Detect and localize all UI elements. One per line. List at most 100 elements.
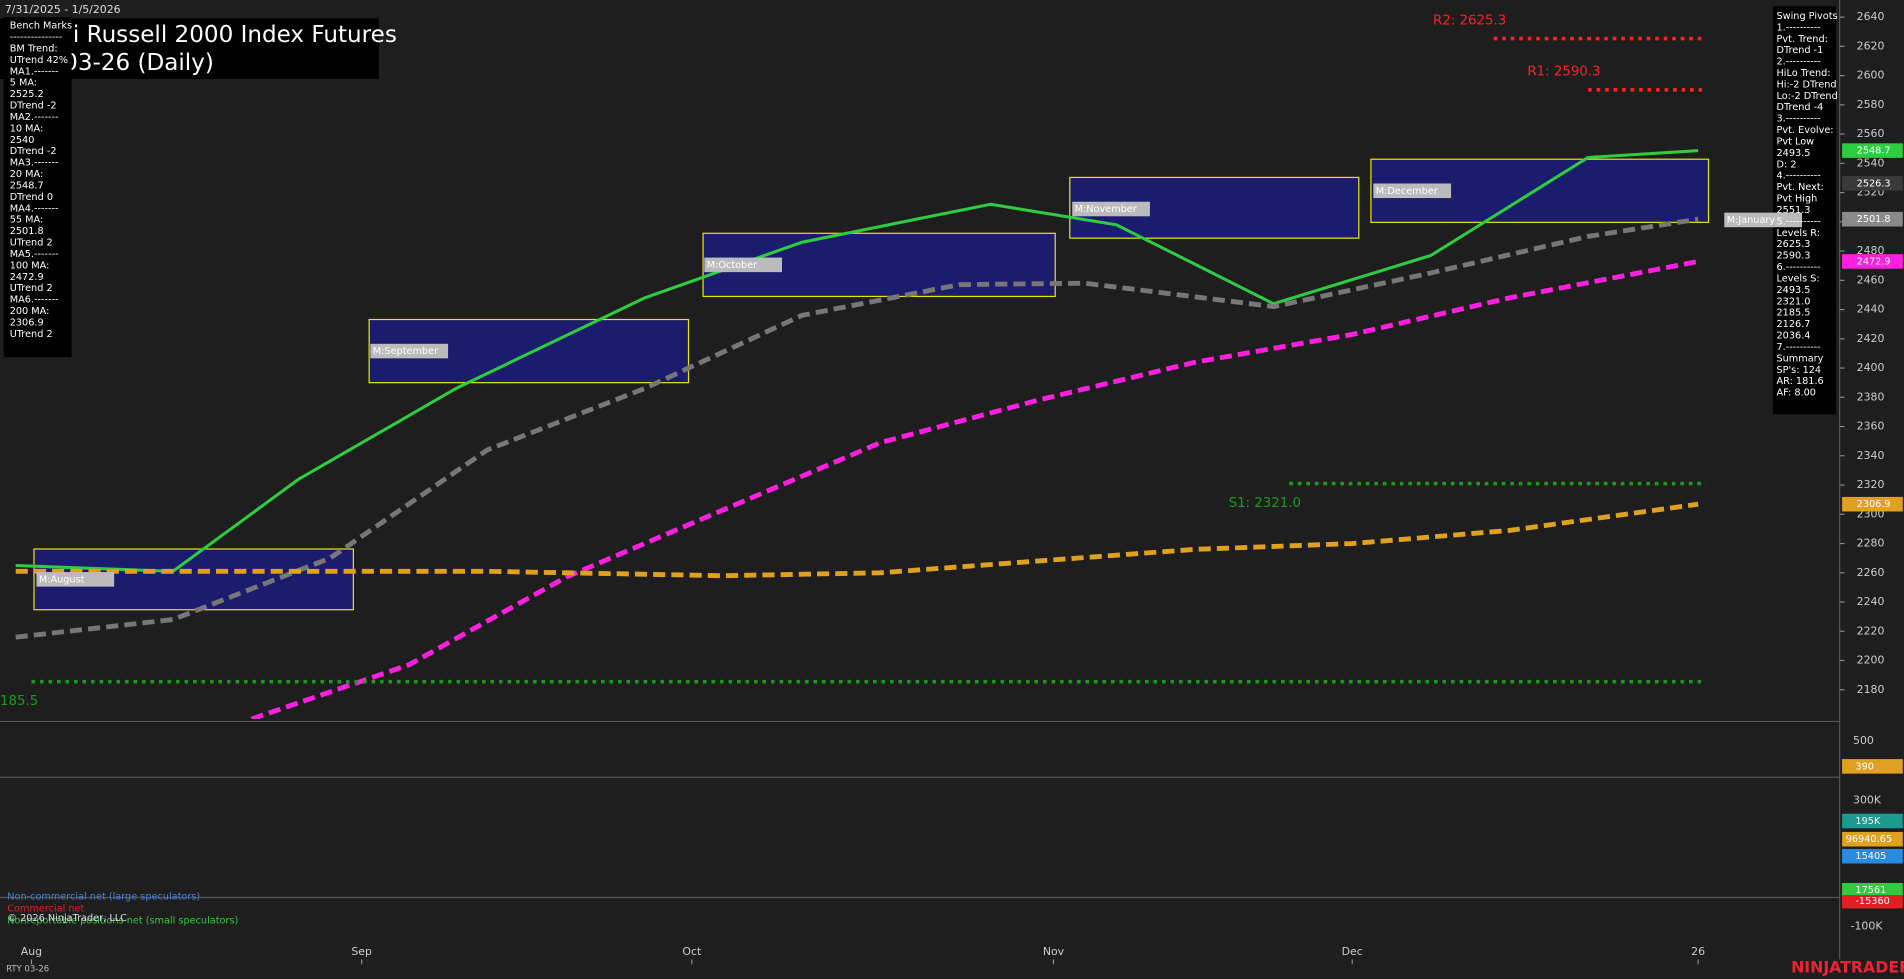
- bench-mark-line: UTrend 42%: [10, 55, 68, 66]
- y-tick-label: 2420: [1857, 332, 1885, 345]
- swing-pivot-line: Pvt. Next:: [1777, 182, 1824, 193]
- month-label: M:January: [1727, 215, 1776, 226]
- swing-pivot-line: 6.----------: [1777, 262, 1822, 273]
- vol-tag: 390: [1855, 761, 1874, 772]
- bench-mark-line: 100 MA:: [10, 260, 50, 271]
- y-tick-label: 2400: [1857, 361, 1885, 374]
- bench-mark-line: MA3.-------: [10, 158, 59, 169]
- swing-pivot-line: SP's: 124: [1777, 365, 1822, 376]
- vol-tick: 500: [1853, 734, 1874, 747]
- month-label-bg: [1724, 212, 1802, 228]
- price-tag: [1842, 496, 1903, 512]
- bench-mark-line: 2525.2: [10, 89, 44, 100]
- y-tick-label: 2180: [1857, 683, 1885, 696]
- pivot-label: R1: 2590.3: [1527, 65, 1600, 80]
- swing-pivot-line: 3.----------: [1777, 114, 1822, 125]
- swing-pivot-line: Pvt High: [1777, 194, 1818, 205]
- x-tick-label: 26: [1691, 945, 1705, 958]
- pivot-label: 185.5: [0, 694, 38, 709]
- swing-pivots-box: [1772, 6, 1836, 415]
- y-tick-label: 2340: [1857, 449, 1885, 462]
- price-tag-label: 2548.7: [1857, 146, 1891, 157]
- month-label-bg: [704, 257, 782, 273]
- swing-pivot-line: 2.----------: [1777, 57, 1822, 68]
- swing-pivot-line: Pvt Low: [1777, 136, 1815, 147]
- month-label-bg: [1373, 183, 1452, 199]
- swing-pivot-line: AR: 181.6: [1777, 376, 1824, 387]
- swing-pivot-line: 2625.3: [1777, 239, 1811, 250]
- bench-mark-line: 5 MA:: [10, 78, 37, 89]
- swing-pivot-line: 1.----------: [1777, 22, 1822, 33]
- bench-mark-line: 2306.9: [10, 317, 44, 328]
- brand: NINJATRADER: [1791, 957, 1904, 976]
- ma-line: [15, 149, 1699, 573]
- bench-mark-line: MA4.-------: [10, 203, 59, 214]
- cot-tag: 17561: [1855, 885, 1886, 896]
- swing-pivot-line: 2551.3: [1777, 205, 1811, 216]
- y-tick-label: 2620: [1857, 39, 1885, 52]
- bench-mark-line: MA5.-------: [10, 249, 59, 260]
- pivot-label: S1: 2321.0: [1229, 496, 1301, 511]
- month-label: M:December: [1376, 186, 1438, 197]
- bench-mark-line: 20 MA:: [10, 169, 44, 180]
- bench-mark-line: 2472.9: [10, 272, 44, 283]
- month-label: M:November: [1075, 204, 1137, 215]
- swing-pivot-line: Swing Pivots: [1777, 11, 1838, 22]
- bench-mark-line: 2540: [10, 135, 35, 146]
- price-tag-label: 2472.9: [1857, 256, 1891, 267]
- x-tick-label: Nov: [1043, 945, 1065, 958]
- y-tick-label: 2240: [1857, 595, 1885, 608]
- swing-pivot-line: 2493.5: [1777, 148, 1811, 159]
- bench-mark-line: UTrend 2: [10, 329, 53, 340]
- y-tick-label: 2600: [1857, 69, 1885, 82]
- swing-pivot-line: Pvt. Evolve:: [1777, 125, 1834, 136]
- pivot-label: R2: 2625.3: [1433, 13, 1506, 28]
- bench-mark-line: DTrend -2: [10, 101, 57, 112]
- cot-tag: -15360: [1855, 896, 1889, 907]
- bench-mark-line: DTrend -2: [10, 146, 57, 157]
- y-tick-label: 2560: [1857, 127, 1885, 140]
- volume-tag: 96940.65: [1846, 834, 1892, 845]
- swing-pivot-line: 7.----------: [1777, 342, 1822, 353]
- y-tick-label: 2380: [1857, 390, 1885, 403]
- legend-entry: Non-commercial net (large speculators): [7, 891, 200, 902]
- swing-pivot-line: Levels S:: [1777, 273, 1820, 284]
- swing-pivot-line: 2493.5: [1777, 285, 1811, 296]
- bench-mark-line: 2548.7: [10, 180, 44, 191]
- swing-pivot-line: 4.----------: [1777, 171, 1822, 182]
- price-tag: [1842, 176, 1903, 191]
- month-label: M:October: [707, 260, 757, 271]
- price-tag: [1842, 143, 1903, 158]
- bench-mark-line: Bench Marks: [10, 21, 72, 32]
- y-tick-label: 2220: [1857, 624, 1885, 637]
- y-tick-label: 2640: [1857, 10, 1885, 23]
- price-tag-label: 2501.8: [1857, 214, 1891, 225]
- cot-tick: -100K: [1851, 920, 1884, 933]
- lower-tags: 500 390 300K 195K 96940.65 15405 17561 -…: [1842, 734, 1903, 933]
- y-tick-label: 2360: [1857, 420, 1885, 433]
- bench-mark-line: MA2.-------: [10, 112, 59, 123]
- swing-pivot-line: Lo:-2 DTrend: [1777, 91, 1838, 102]
- month-label: M:September: [373, 346, 438, 357]
- swing-pivot-line: Summary: [1777, 353, 1824, 364]
- y-tick-label: 2480: [1857, 244, 1885, 257]
- bench-mark-line: 2501.8: [10, 226, 44, 237]
- price-tag-label: 2526.3: [1857, 178, 1891, 189]
- swing-pivot-line: HiLo Trend:: [1777, 68, 1831, 79]
- volume-tick: 300K: [1853, 793, 1882, 806]
- y-tick-label: 2460: [1857, 273, 1885, 286]
- swing-pivot-line: Hi:-2 DTrend: [1777, 79, 1837, 90]
- bench-mark-line: 55 MA:: [10, 215, 44, 226]
- month-boxes: [33, 158, 1710, 611]
- title: 03-26 (Daily): [63, 50, 214, 76]
- date-range: 7/31/2025 - 1/5/2026: [5, 3, 121, 16]
- swing-pivot-line: Levels R:: [1777, 228, 1820, 239]
- bench-mark-line: UTrend 2: [10, 283, 53, 294]
- ma-line: [15, 216, 1699, 640]
- y-tick-label: 2580: [1857, 98, 1885, 111]
- y-tick-label: 2320: [1857, 478, 1885, 491]
- bench-mark-line: 200 MA:: [10, 306, 50, 317]
- month-label-bg: [36, 572, 115, 587]
